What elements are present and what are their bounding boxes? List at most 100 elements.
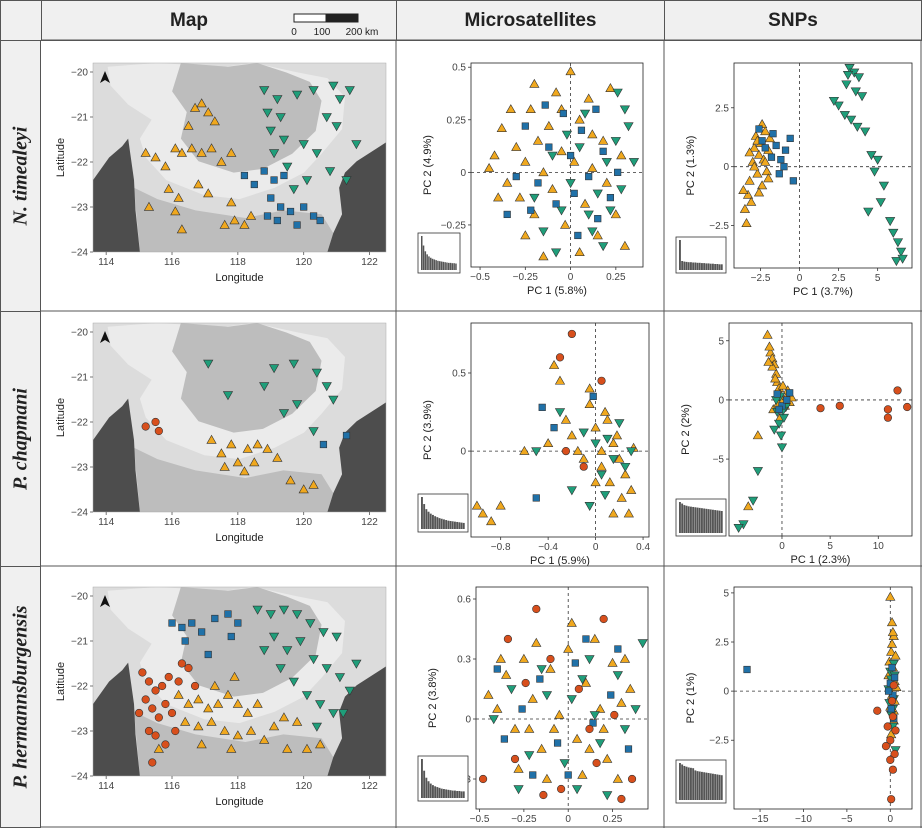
points [471, 329, 639, 526]
data-point [524, 751, 535, 761]
data-point [758, 137, 766, 145]
data-point [543, 438, 554, 448]
scree-bar [712, 773, 714, 800]
xtick-label: 0.25 [606, 272, 626, 283]
scree-bar [439, 261, 441, 270]
ylabel: PC 2 (3.9%) [422, 400, 434, 460]
map-point [222, 391, 234, 401]
map-point [291, 610, 303, 620]
data-point [529, 771, 537, 779]
scree-bar [425, 509, 428, 529]
scree-bar [690, 767, 692, 800]
map-point [224, 610, 232, 618]
ytick-label: 0 [718, 395, 724, 406]
data-point [614, 645, 622, 653]
data-point [866, 151, 877, 161]
data-point [769, 425, 780, 435]
map-point [144, 677, 154, 686]
scree-bar [453, 263, 455, 270]
data-point [760, 126, 771, 136]
map-point [278, 409, 290, 419]
map-point [311, 722, 322, 732]
map-ytick-label: −23 [71, 463, 88, 474]
map-point [275, 664, 286, 674]
data-point [763, 356, 774, 366]
scale-bar-black [325, 13, 359, 23]
map-ytick-label: −23 [71, 203, 88, 214]
data-point [883, 405, 893, 414]
data-point [520, 156, 531, 166]
scree-bar [431, 258, 434, 270]
xtick-label: 0 [565, 814, 571, 825]
map-point [212, 698, 224, 708]
row-label-2: P. chapmani [0, 311, 41, 567]
map-point [342, 431, 351, 440]
data-point [892, 238, 904, 248]
map-point [252, 605, 263, 615]
data-point [835, 401, 844, 410]
map-point [311, 368, 322, 378]
map-point [203, 107, 214, 117]
scree-bar [709, 509, 712, 533]
data-point [616, 492, 627, 502]
scree-bar [703, 772, 706, 800]
scree-bar [679, 240, 681, 270]
data-point [878, 181, 890, 191]
ytick-label: 0.3 [457, 655, 471, 666]
map-point [232, 730, 243, 740]
map-panel-2: 114 116 118 120 122 −20 −21 −22 −23 −24 Longitude L… [55, 322, 387, 544]
map-point [174, 677, 183, 686]
data-point [752, 168, 763, 178]
scree-bar [421, 236, 423, 270]
map-point [262, 443, 273, 453]
map-point [268, 632, 280, 642]
data-point [503, 210, 511, 219]
map-xtick-label: 122 [361, 257, 378, 268]
data-point [744, 147, 755, 157]
map-point [288, 359, 299, 369]
data-point [767, 361, 778, 371]
data-point [525, 104, 536, 114]
data-point [883, 413, 893, 422]
data-point [839, 111, 850, 121]
map-point [134, 708, 144, 718]
data-point [596, 470, 607, 480]
data-point [608, 455, 619, 465]
scree-bar [427, 511, 430, 529]
map-plateau [172, 63, 322, 173]
scree-bar [449, 262, 452, 270]
map-point [196, 739, 207, 749]
scree-bar [433, 259, 436, 270]
data-point [559, 759, 570, 769]
map-point [181, 637, 189, 645]
map-point [324, 167, 336, 177]
scree-inset [417, 232, 461, 274]
data-point [617, 794, 626, 804]
data-point [564, 771, 572, 779]
scree-bar [440, 788, 443, 798]
map-xtick-label: 120 [295, 517, 312, 528]
map-panel-1: 114 116 118 120 122 −20 −21 −22 −23 −24 Longitude L… [55, 62, 387, 284]
map-points [140, 81, 362, 234]
map-point [308, 479, 319, 489]
ytick-label: 5 [723, 588, 729, 599]
data-point [628, 158, 640, 168]
points [738, 63, 908, 267]
map-point [252, 698, 263, 708]
data-point [574, 143, 585, 153]
data-point [566, 617, 577, 627]
row-label-1: N. timealeyi [0, 40, 41, 312]
scree-bar [709, 773, 712, 800]
scree-bar [449, 521, 452, 529]
map-point [272, 452, 283, 462]
scree-bar [716, 264, 719, 270]
data-point [521, 678, 530, 688]
points [733, 329, 912, 533]
map-ytick-label: −22 [71, 418, 88, 429]
scree-bar [443, 519, 445, 529]
map-point [226, 743, 237, 753]
data-point [777, 156, 785, 164]
map-point [351, 659, 362, 669]
data-point [594, 215, 602, 223]
data-point [566, 151, 575, 160]
